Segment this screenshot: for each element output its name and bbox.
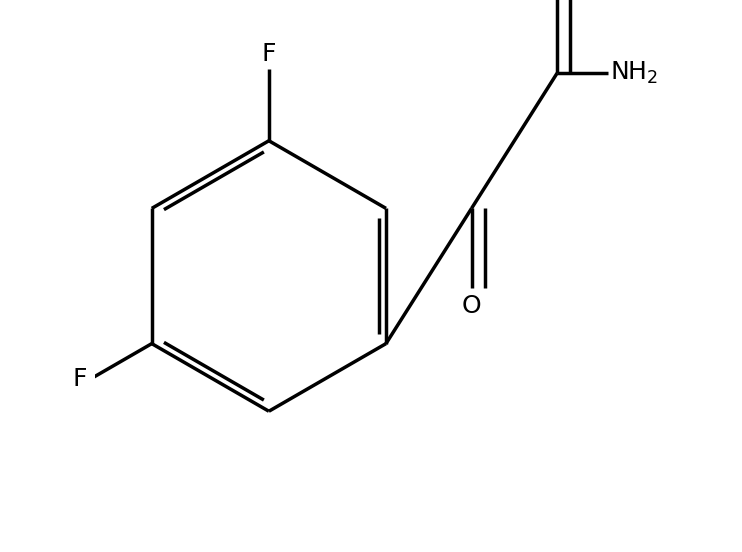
Text: F: F bbox=[262, 43, 276, 66]
Text: O: O bbox=[462, 294, 482, 318]
Text: F: F bbox=[73, 368, 87, 391]
Text: NH$_2$: NH$_2$ bbox=[610, 60, 658, 86]
